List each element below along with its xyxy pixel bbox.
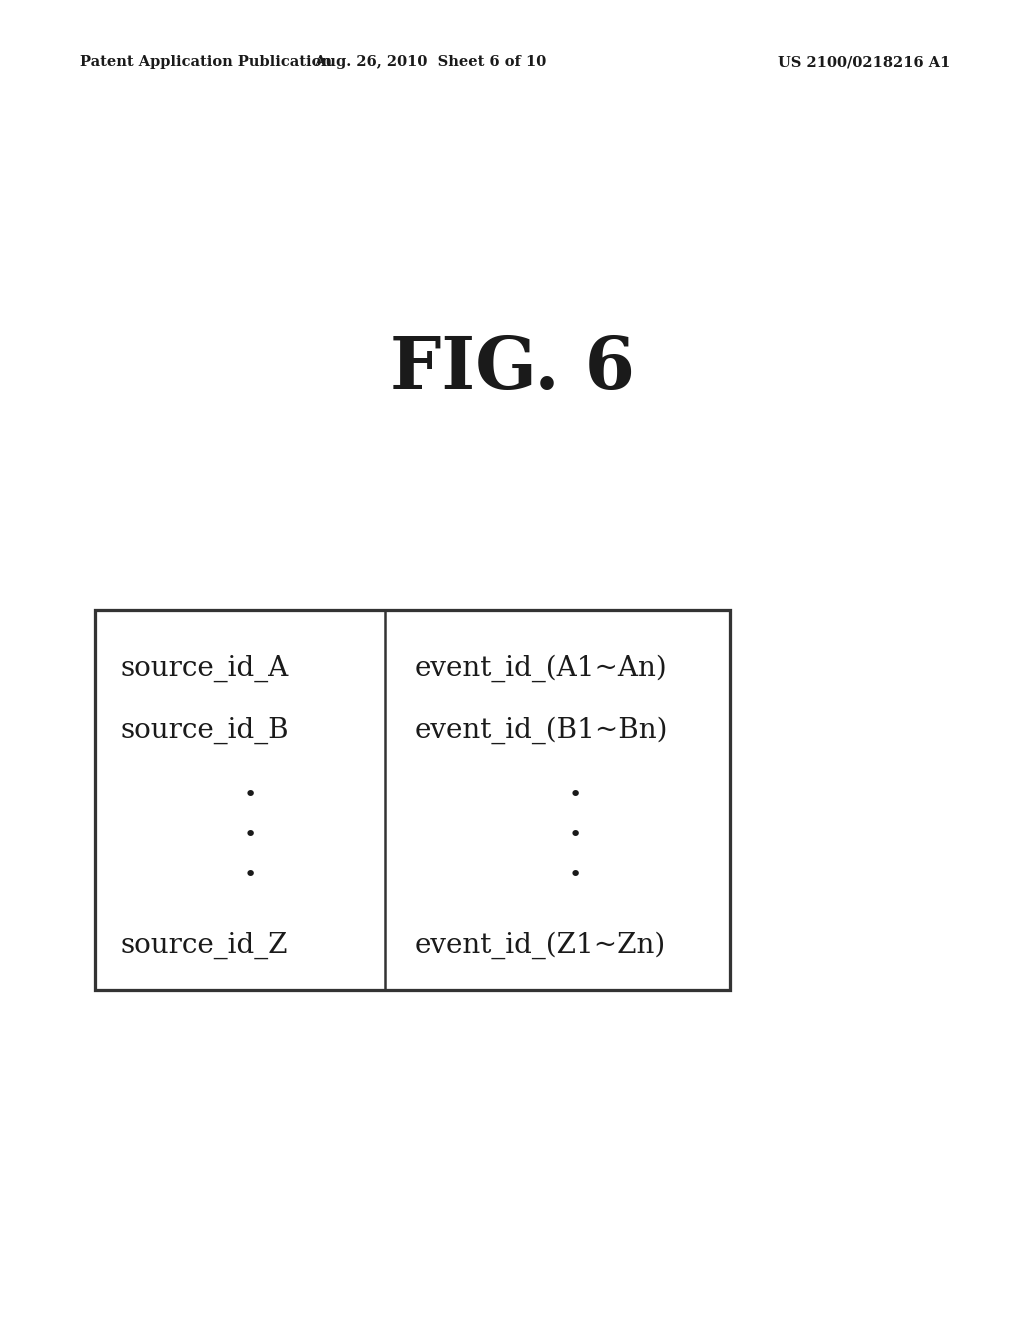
Text: event_id_(Z1~Zn): event_id_(Z1~Zn) xyxy=(415,931,667,958)
Text: US 2100/0218216 A1: US 2100/0218216 A1 xyxy=(777,55,950,69)
Text: event_id_(A1~An): event_id_(A1~An) xyxy=(415,655,668,682)
Text: FIG. 6: FIG. 6 xyxy=(389,333,635,404)
Text: event_id_(B1~Bn): event_id_(B1~Bn) xyxy=(415,717,669,743)
Text: Aug. 26, 2010  Sheet 6 of 10: Aug. 26, 2010 Sheet 6 of 10 xyxy=(314,55,546,69)
Text: source_id_Z: source_id_Z xyxy=(120,932,288,958)
Text: •: • xyxy=(244,825,257,845)
Text: source_id_B: source_id_B xyxy=(120,717,289,743)
Text: Patent Application Publication: Patent Application Publication xyxy=(80,55,332,69)
Bar xyxy=(95,610,730,990)
Text: •: • xyxy=(244,865,257,884)
Text: •: • xyxy=(568,785,582,805)
Text: •: • xyxy=(244,785,257,805)
Text: •: • xyxy=(568,865,582,884)
Text: source_id_A: source_id_A xyxy=(120,655,288,681)
Text: •: • xyxy=(568,825,582,845)
